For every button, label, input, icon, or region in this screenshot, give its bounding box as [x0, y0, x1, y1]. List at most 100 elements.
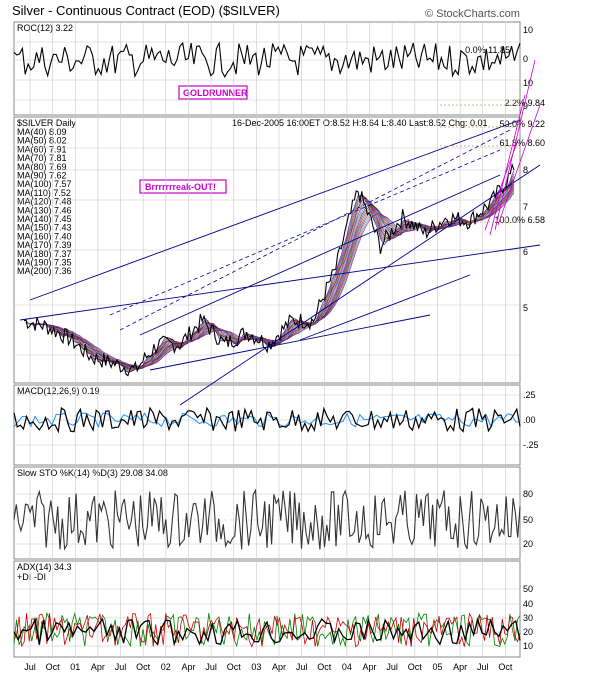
goldrunner-text: GOLDRUNNER: [183, 88, 248, 98]
x-tick-label: Jul: [24, 662, 36, 672]
ma-legend-item: MA(170) 7.39: [17, 240, 72, 250]
trendline: [29, 119, 521, 301]
fib-fan-line: [489, 94, 526, 236]
adx-panel: ADX(14) 34.3 +DI -DI 50 40 30 20 10: [13, 560, 533, 658]
breakout-badge: [139, 179, 227, 194]
adx-tick-20: 20: [523, 627, 533, 637]
stoch-k-line: [13, 488, 521, 551]
minus-di-line: [13, 612, 521, 648]
price-axis: 10 9 8 7 6 5: [523, 78, 533, 313]
price-tick-label: 5: [523, 303, 528, 313]
ma-legend-item: MA(100) 7.57: [17, 179, 72, 189]
fib-label-4: 100.0% 6.58: [494, 215, 545, 225]
fib-fan-line: [484, 139, 519, 231]
adx-tick-50: 50: [523, 584, 533, 594]
plus-di-line: [13, 611, 521, 648]
x-tick-label: Jul: [205, 662, 217, 672]
roc-panel: ROC(12) 3.22 GOLDRUNNER 0.0% 11.85 10 0: [13, 21, 533, 116]
roc-fib-label: 0.0% 11.85: [465, 45, 510, 55]
ma-legend-item: MA(130) 7.46: [17, 205, 72, 215]
ma-legend-item: MA(40) 8.09: [17, 127, 67, 137]
ma-legend-item: MA(50) 8.02: [17, 136, 67, 146]
macd-tick-1: .25: [523, 390, 536, 400]
minus-di-legend: -DI: [34, 572, 46, 582]
trendline: [19, 244, 541, 321]
macd-tick-3: -.25: [523, 440, 539, 450]
sto-tick-80: 80: [523, 489, 533, 499]
adx-tick-30: 30: [523, 613, 533, 623]
macd-line: [13, 406, 521, 434]
x-tick-label: Jul: [386, 662, 398, 672]
ma-line: [23, 192, 515, 367]
price-tick-label: 10: [523, 78, 533, 88]
quote-label: 16-Dec-2005 16:00ET O:8.52 H:8.64 L:8.40…: [232, 118, 488, 128]
roc-line: [13, 41, 521, 79]
x-tick-label: Jul: [296, 662, 308, 672]
sto-tick-50: 50: [523, 515, 533, 525]
x-tick-label: 02: [161, 662, 171, 672]
adx-line: [13, 617, 521, 647]
price-tick-label: 6: [523, 247, 528, 257]
ma-legend-item: MA(140) 7.45: [17, 214, 72, 224]
fib-label-2: 50.0% 9.22: [499, 119, 545, 129]
macd-label: MACD(12,26,9) 0.19: [17, 386, 100, 396]
fib-fan-line: [497, 104, 541, 226]
fib-fan-line: [494, 59, 536, 231]
ma-legend-item: MA(150) 7.43: [17, 223, 72, 233]
grid-layer: [14, 22, 520, 657]
trendline: [179, 164, 541, 406]
chart-title: Silver - Continuous Contract (EOD) ($SIL…: [12, 3, 280, 18]
trendline: [139, 174, 501, 336]
adx-label: ADX(14) 34.3: [17, 562, 72, 572]
x-tick-label: Oct: [408, 662, 423, 672]
ma-legend-item: MA(190) 7.35: [17, 258, 72, 268]
price-tick-label: 7: [523, 202, 528, 212]
x-tick-label: Apr: [91, 662, 105, 672]
x-tick-label: Apr: [453, 662, 467, 672]
x-tick-label: Jul: [115, 662, 127, 672]
macd-panel: MACD(12,26,9) 0.19 .25 .00 -.25: [13, 384, 539, 466]
x-axis: Jul Oct 01 Apr Jul Oct 02 Apr Jul Oct 03 Apr Jul Oct 0…: [24, 662, 513, 672]
sto-label: Slow STO %K(14) %D(3) 29.08 34.08: [17, 468, 168, 478]
price-tick-label: 9: [523, 101, 528, 111]
trendline-dashed: [119, 129, 511, 331]
roc-tick-10: 10: [523, 25, 533, 35]
goldrunner-badge: [178, 85, 248, 100]
x-tick-label: Oct: [317, 662, 332, 672]
x-tick-label: Apr: [363, 662, 377, 672]
x-tick-label: 05: [432, 662, 442, 672]
x-tick-label: 04: [342, 662, 352, 672]
x-tick-label: Jul: [477, 662, 489, 672]
ma-legend-item: MA(60) 7.91: [17, 144, 67, 154]
x-tick-label: Apr: [181, 662, 195, 672]
ma-legend-item: MA(180) 7.37: [17, 249, 72, 259]
plus-di-legend: +DI: [17, 572, 31, 582]
ma-legend-item: MA(70) 7.81: [17, 153, 67, 163]
adx-tick-40: 40: [523, 599, 533, 609]
x-tick-label: Oct: [46, 662, 61, 672]
x-tick-label: 01: [70, 662, 80, 672]
x-tick-label: Oct: [498, 662, 513, 672]
ma-legend-item: MA(120) 7.48: [17, 197, 72, 207]
trendline: [299, 274, 471, 341]
sto-tick-20: 20: [523, 539, 533, 549]
series-layer: [13, 41, 541, 648]
stockcharts-credit: © StockCharts.com: [425, 8, 520, 20]
x-tick-label: Oct: [136, 662, 151, 672]
x-tick-label: 03: [251, 662, 261, 672]
roc-label: ROC(12) 3.22: [17, 23, 73, 33]
ma-legend-item: MA(160) 7.40: [17, 231, 72, 241]
roc-tick-0: 0: [523, 54, 528, 64]
price-tick-label: 8: [523, 165, 528, 175]
x-tick-label: Oct: [227, 662, 242, 672]
ma-legend-item: MA(200) 7.36: [17, 266, 72, 276]
ma-legend-item: MA(90) 7.62: [17, 171, 67, 181]
breakout-text: Brrrrrrreak-OUT!: [145, 182, 216, 192]
x-tick-label: Apr: [272, 662, 286, 672]
fib-label-3: 61.8% 8.60: [499, 138, 545, 148]
ma-legend-item: MA(80) 7.69: [17, 162, 67, 172]
trendline: [149, 314, 431, 371]
ma-legend-item: MA(110) 7.52: [17, 188, 71, 198]
macd-tick-2: .00: [523, 415, 536, 425]
